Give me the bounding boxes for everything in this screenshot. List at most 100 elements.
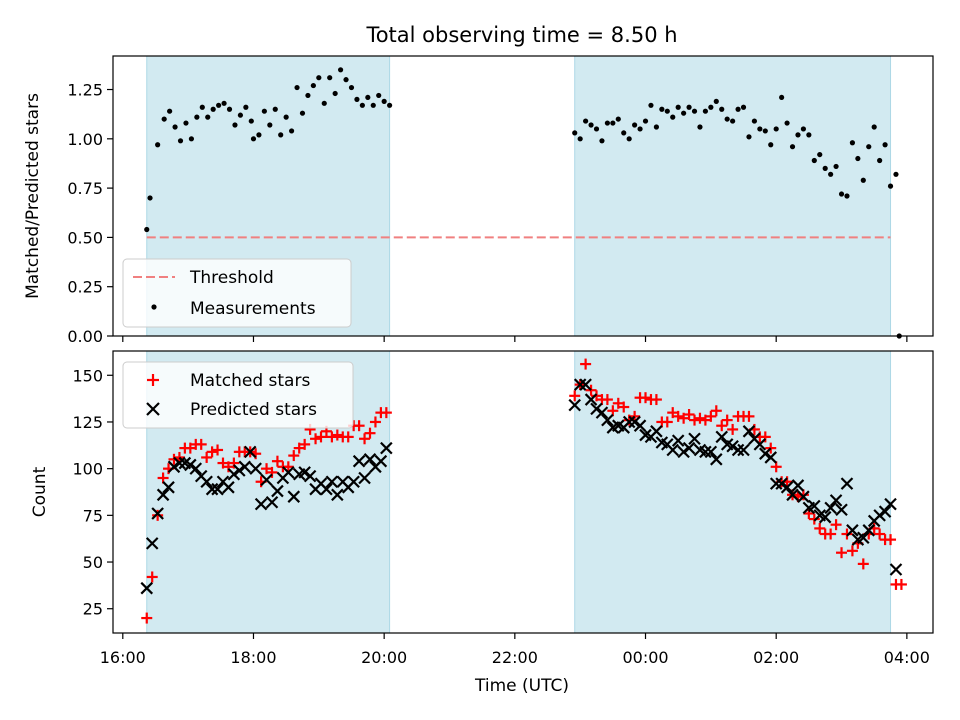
count-legend: Matched stars Predicted stars xyxy=(122,361,354,429)
measurement-point xyxy=(833,163,839,170)
measurement-point xyxy=(267,122,273,128)
x-marker-b xyxy=(840,477,854,490)
matched-star-point xyxy=(846,545,858,557)
measurement-point xyxy=(387,102,393,108)
predicted-star-point xyxy=(579,378,592,391)
x-marker-b xyxy=(374,454,388,468)
measurement-point xyxy=(144,226,150,233)
measurement-point xyxy=(327,75,333,81)
measurement-point xyxy=(702,108,709,114)
predicted-star-point xyxy=(628,415,641,429)
x-marker-b xyxy=(671,434,685,447)
predicted-star-point xyxy=(162,481,175,494)
measurement-point xyxy=(735,106,741,112)
x-marker-b xyxy=(612,419,625,432)
x-marker-b xyxy=(227,467,241,481)
x-marker-b xyxy=(216,475,230,489)
count-panel: 25 50 75 100 125 150 16:00 18:00 20:00 22:00 00:00… xyxy=(30,350,934,696)
x-marker-b xyxy=(211,482,224,496)
predicted-star-point xyxy=(726,439,739,453)
measurement-point xyxy=(577,136,583,142)
measurement-point xyxy=(283,114,289,120)
matched-star-point xyxy=(141,612,153,624)
count-ticks: 25 50 75 100 125 150 16:00 18:00 20:00 22:00 00:00… xyxy=(72,366,929,667)
matched-star-point xyxy=(808,513,820,525)
predicted-star-point xyxy=(140,581,154,595)
x-marker-b xyxy=(628,415,641,429)
x-tick-label: 02:00 xyxy=(753,648,799,667)
measurement-point xyxy=(670,114,676,120)
matched-star-point xyxy=(157,472,169,484)
predicted-star-point xyxy=(265,495,279,509)
matched-star-point xyxy=(146,571,158,583)
measurement-point xyxy=(887,183,894,189)
measurement-point xyxy=(762,128,768,134)
measurement-point xyxy=(348,84,355,91)
measurement-point xyxy=(147,195,153,201)
measurement-point xyxy=(800,126,807,132)
x-marker-b xyxy=(173,456,186,470)
x-marker-b xyxy=(590,402,603,416)
matched-star-point xyxy=(353,420,365,432)
chart-title: Total observing time = 8.50 h xyxy=(365,23,677,47)
measurement-point xyxy=(632,122,638,128)
y-tick-label: 125 xyxy=(72,413,103,432)
predicted-star-point xyxy=(715,430,729,444)
x-marker-b xyxy=(265,495,279,509)
x-marker-b xyxy=(742,425,756,438)
predicted-star-point xyxy=(347,475,360,489)
measurement-point xyxy=(237,112,244,118)
x-marker-b xyxy=(287,490,301,503)
x-tick-label: 20:00 xyxy=(361,648,407,667)
measurement-point xyxy=(167,108,173,114)
x-marker-b xyxy=(363,453,377,466)
matched-star-point xyxy=(770,461,782,473)
predicted-star-point xyxy=(358,471,371,485)
measurement-point xyxy=(838,191,845,197)
x-marker-b xyxy=(753,438,767,451)
predicted-star-point xyxy=(205,482,219,496)
predicted-star-point xyxy=(666,443,680,457)
x-marker-b xyxy=(380,441,393,455)
x-marker-b xyxy=(682,441,696,455)
predicted-star-point xyxy=(249,462,262,475)
x-marker-b xyxy=(145,537,159,550)
measurement-point xyxy=(648,102,654,108)
x-marker-b xyxy=(639,428,652,442)
x-marker-b xyxy=(655,436,669,449)
measurement-point xyxy=(261,108,267,114)
matched-star-point xyxy=(841,528,853,540)
measurement-point xyxy=(621,130,627,136)
x-marker-b xyxy=(677,445,690,459)
x-tick-label: 04:00 xyxy=(884,648,930,667)
matched-star-point xyxy=(380,407,392,419)
predicted-star-point xyxy=(303,469,317,483)
predicted-star-point xyxy=(233,464,246,477)
matched-star-point xyxy=(288,450,300,462)
x-marker-b xyxy=(710,453,723,466)
x-marker-b xyxy=(347,475,360,489)
predicted-star-point xyxy=(873,509,886,522)
matched-star-point xyxy=(672,410,684,422)
matched-star-point xyxy=(585,384,597,396)
measurement-point xyxy=(599,138,605,144)
x-marker-b xyxy=(243,445,257,459)
matched-star-point xyxy=(803,507,815,519)
x-marker-b xyxy=(857,531,870,545)
x-marker-b xyxy=(151,507,164,520)
x-marker-b xyxy=(233,464,246,477)
x-marker-b xyxy=(249,462,262,475)
x-marker-b xyxy=(320,482,333,496)
predicted-star-point xyxy=(352,454,366,468)
matched-star-point xyxy=(885,534,897,546)
predicted-star-point xyxy=(584,393,598,406)
x-marker-b xyxy=(873,509,886,522)
measurement-point xyxy=(773,126,779,132)
measurement-point xyxy=(713,98,719,104)
predicted-star-point xyxy=(884,497,897,511)
x-marker-b xyxy=(205,482,219,496)
matched-star-point xyxy=(836,547,848,559)
measurement-point xyxy=(177,138,184,144)
y-tick-label: 0.50 xyxy=(67,228,103,247)
